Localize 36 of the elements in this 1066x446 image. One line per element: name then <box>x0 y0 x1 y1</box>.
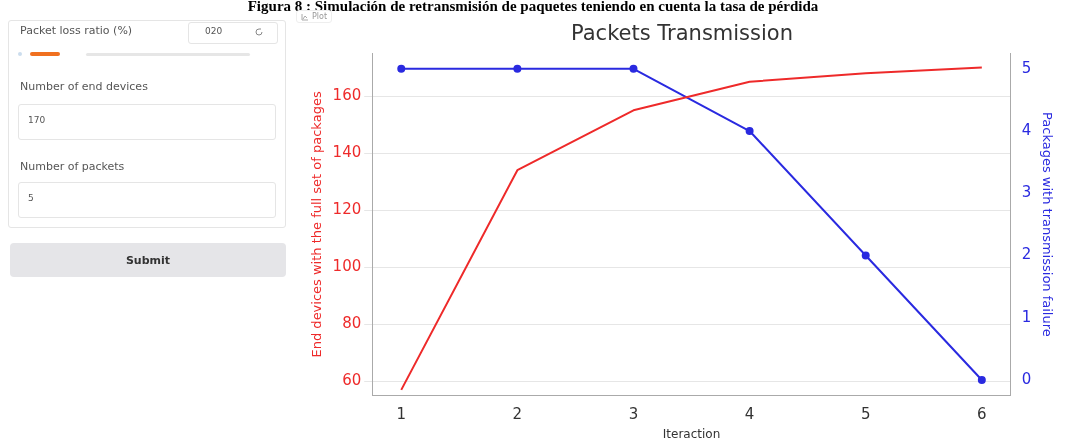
x-tick-label: 5 <box>860 405 871 424</box>
x-tick-label: 4 <box>744 405 755 424</box>
point <box>861 251 870 260</box>
text: 5 <box>28 193 34 203</box>
y2-axis-title: Packages with transmission failure <box>1039 112 1055 337</box>
text: 020 <box>205 26 223 36</box>
x-tick-label: 1 <box>396 405 407 424</box>
x-tick-label: 6 <box>977 405 987 424</box>
y-tick-label: 100 <box>332 257 362 276</box>
text: Packet loss ratio (%) <box>20 24 133 37</box>
y-tick-label: 120 <box>332 200 362 219</box>
point <box>745 127 754 136</box>
y-tick-label: 140 <box>332 142 362 161</box>
y2-tick-label: 2 <box>1021 245 1032 264</box>
x-tick-label: 3 <box>628 405 639 424</box>
y2-tick-label: 3 <box>1021 183 1032 202</box>
point <box>397 64 406 73</box>
y2-tick-label: 0 <box>1021 369 1032 388</box>
y-tick-label: 160 <box>332 85 362 104</box>
text: Number of end devices <box>20 80 148 93</box>
text: 170 <box>28 115 46 125</box>
y-tick-label: 60 <box>342 371 362 390</box>
y-tick-label: 80 <box>342 314 362 333</box>
point <box>513 64 522 73</box>
x-axis-title: Iteraction <box>662 426 721 441</box>
text: Plot <box>312 12 328 21</box>
y-axis-title: End devices with the full set of packages <box>309 91 325 358</box>
text: Submit <box>10 243 286 277</box>
y2-tick-label: 5 <box>1021 58 1032 77</box>
chart-title: Packets Transmission <box>571 21 793 46</box>
x-tick-label: 2 <box>512 405 523 424</box>
text: Number of packets <box>20 160 125 173</box>
y2-tick-label: 4 <box>1021 120 1032 139</box>
y2-tick-label: 1 <box>1021 307 1032 326</box>
point <box>977 376 986 385</box>
point <box>629 64 638 73</box>
